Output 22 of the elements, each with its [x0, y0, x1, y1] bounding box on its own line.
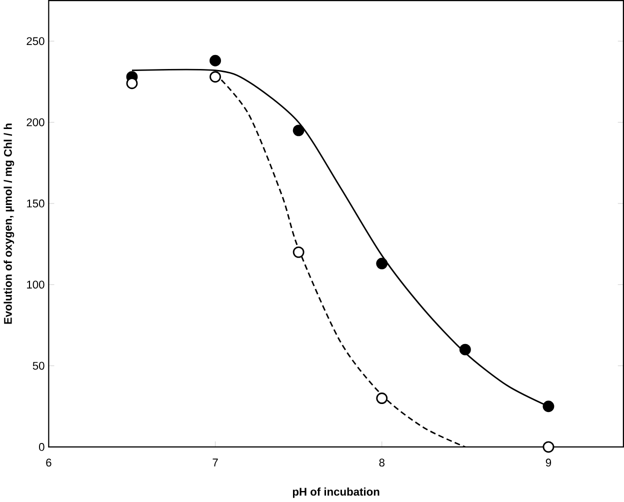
point: [292, 124, 304, 136]
point: [459, 344, 471, 356]
point: [210, 71, 222, 83]
y-axis-title: Evolution of oxygen, µmol / mg Chl / h: [4, 124, 14, 324]
point: [210, 55, 222, 67]
x-tick-label: 6: [46, 458, 52, 467]
point: [376, 392, 388, 404]
point: [376, 258, 388, 270]
x-tick-label: 9: [546, 458, 552, 467]
y-tick-label: 50: [32, 362, 44, 370]
x-tick-label: 7: [212, 458, 218, 467]
point: [292, 246, 304, 258]
point: [126, 78, 138, 90]
y-tick-label: 150: [27, 200, 44, 208]
y-tick-label: 100: [27, 280, 44, 289]
x-axis-title: pH of incubation: [292, 488, 380, 498]
point: [542, 441, 554, 453]
point: [542, 400, 554, 412]
y-tick-label: 200: [26, 118, 44, 126]
x-tick-label: 8: [379, 458, 384, 467]
y-tick-label: 0: [39, 443, 44, 452]
y-tick-label: 250: [26, 37, 44, 46]
